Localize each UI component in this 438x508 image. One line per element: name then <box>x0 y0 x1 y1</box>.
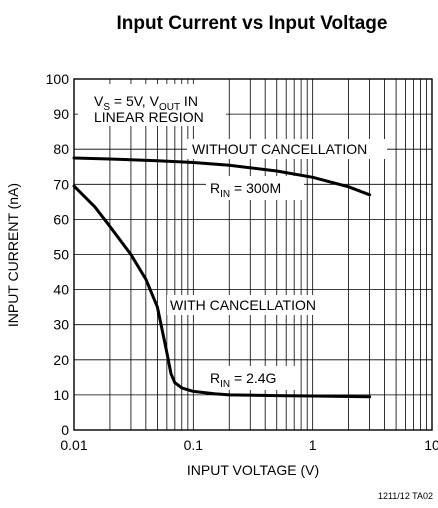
with-label-bg <box>167 295 335 315</box>
rin-300-label-bg <box>206 176 304 200</box>
x-axis-label: INPUT VOLTAGE (V) <box>187 462 319 478</box>
series-lines <box>72 156 372 399</box>
chart-title: Input Current vs Input Voltage <box>117 13 388 34</box>
y-tick-label: 90 <box>53 106 69 122</box>
x-tick-label: 10 <box>424 437 438 453</box>
y-tick-label: 20 <box>53 352 69 368</box>
conditions-label-line1: VS = 5V, VOUT IN <box>94 93 198 113</box>
y-tick-label: 30 <box>53 317 69 333</box>
y-tick-label: 80 <box>53 141 69 157</box>
rin-300m-label: RIN = 300M <box>210 180 281 200</box>
rin-2-4g-label: RIN = 2.4G <box>210 370 276 390</box>
y-tick-label: 100 <box>46 71 70 87</box>
x-axis-ticks: 0.01 0.1 1 10 <box>60 437 438 453</box>
y-axis-label: INPUT CURRENT (nA) <box>5 183 21 327</box>
y-tick-label: 40 <box>53 282 69 298</box>
without-label-bg <box>187 139 387 159</box>
x-tick-label: 1 <box>309 437 317 453</box>
y-tick-label: 10 <box>53 387 69 403</box>
x-tick-label: 0.1 <box>184 437 204 453</box>
x-tick-label: 0.01 <box>60 437 87 453</box>
with-cancellation-label: WITH CANCELLATION <box>170 297 316 313</box>
plot-frame <box>73 78 433 431</box>
conditions-label-bg <box>78 84 226 126</box>
rin-24-label-bg <box>206 366 296 390</box>
series-line-with-cancellation <box>72 184 372 399</box>
y-axis-ticks: 0 10 20 30 40 50 60 70 80 90 100 <box>46 71 70 438</box>
y-tick-label: 0 <box>61 422 69 438</box>
conditions-label-line2: LINEAR REGION <box>94 109 204 125</box>
y-tick-label: 50 <box>53 247 69 263</box>
y-tick-label: 70 <box>53 176 69 192</box>
y-tick-label: 60 <box>53 211 69 227</box>
figure-id: 1211/12 TA02 <box>378 491 433 501</box>
without-cancellation-label: WITHOUT CANCELLATION <box>192 141 367 157</box>
series-line-without-cancellation <box>72 156 372 197</box>
